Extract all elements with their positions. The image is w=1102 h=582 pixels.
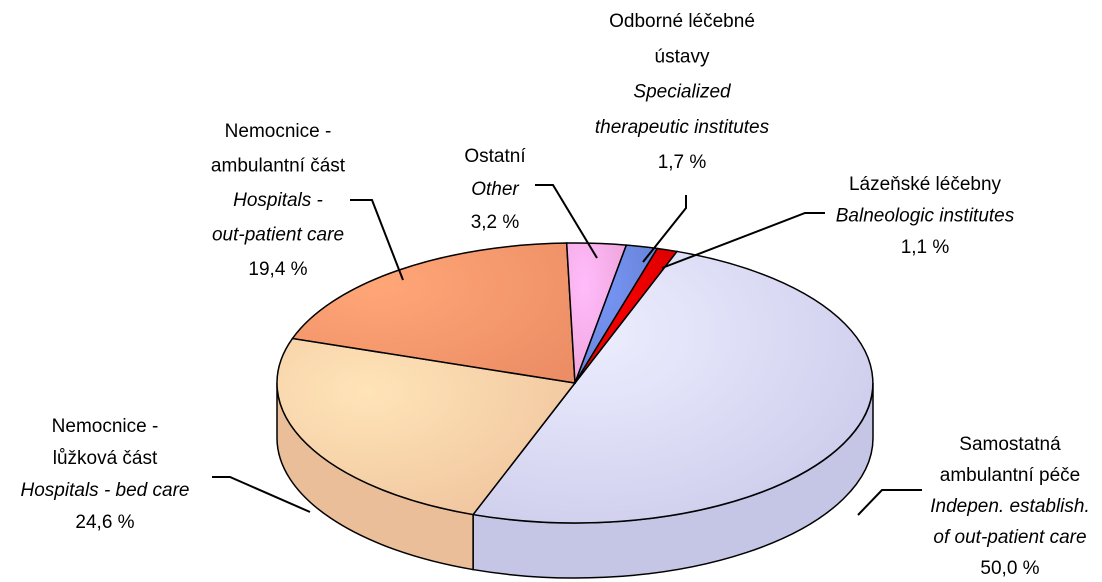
value-label: 19,4 %: [248, 259, 307, 280]
slice-label-en: Specialized: [633, 82, 732, 103]
slice-label: Ostatní: [464, 146, 526, 167]
slice-label: Nemocnice -: [52, 416, 159, 437]
slice: [574, 247, 679, 384]
slice-label-en: therapeutic institutes: [595, 117, 770, 138]
slice-label-en: out-patient care: [212, 225, 344, 246]
slice: [276, 337, 577, 516]
leader-line: [350, 199, 404, 281]
value-label: 1,7 %: [658, 152, 707, 173]
leader-line: [642, 195, 687, 263]
slice-label: Odborné léčebné: [609, 11, 755, 32]
value-label: 24,6 %: [75, 512, 134, 533]
leader-line: [661, 212, 825, 269]
value-label: 1,1 %: [901, 237, 950, 258]
leader-line: [212, 476, 311, 513]
slice-label-en: of out-patient care: [933, 527, 1086, 548]
slice-label: Samostatná: [959, 434, 1061, 455]
slice-label-en: Balneologic institutes: [836, 206, 1015, 227]
leader-line: [535, 184, 598, 259]
slice-label: lůžková část: [53, 448, 158, 469]
slice-label-en: Hospitals - bed care: [21, 480, 190, 501]
slice-label-en: Indepen. establish.: [930, 496, 1090, 517]
slice-label: Nemocnice -: [225, 121, 332, 142]
slice-label: Lázeňské léčebny: [849, 174, 1002, 195]
slice-label: ústavy: [655, 46, 710, 67]
value-label: 3,2 %: [471, 212, 520, 233]
leader-line: [857, 489, 922, 516]
slice-label: ambulantní péče: [940, 465, 1081, 486]
slice-label-en: Hospitals -: [233, 190, 323, 211]
slice-label-en: Other: [471, 179, 519, 200]
slice: [291, 242, 576, 384]
slice: [471, 250, 874, 524]
value-label: 50,0 %: [980, 558, 1039, 579]
slice-label: ambulantní část: [211, 156, 346, 177]
